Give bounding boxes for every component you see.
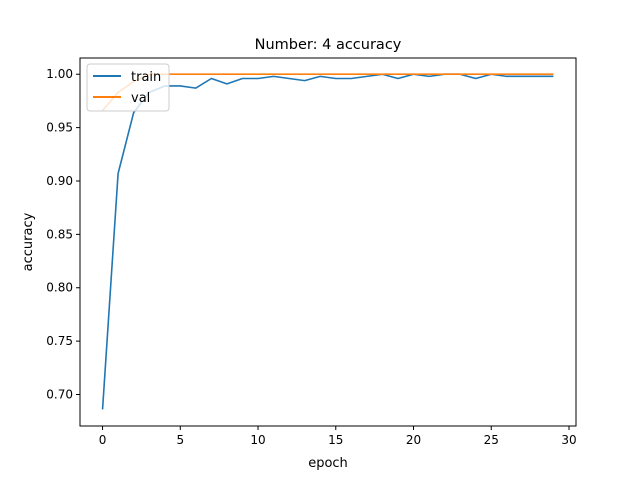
y-tick-label: 0.90	[46, 174, 73, 188]
x-axis-label: epoch	[308, 456, 348, 471]
legend-label-train: train	[131, 70, 161, 85]
x-tick-label: 15	[328, 433, 343, 447]
y-tick-label: 0.70	[46, 388, 73, 402]
legend-label-val: val	[131, 91, 150, 106]
series-layer	[101, 73, 554, 410]
ticks-layer: 0 5 10 15 20 25 30 0.70 0.75 0.80 0.85 0.90 0.95 1.00	[46, 67, 576, 447]
y-tick-label: 0.85	[46, 227, 73, 241]
x-tick-label: 30	[561, 433, 576, 447]
x-tick-label: 25	[484, 433, 499, 447]
plot-frame	[79, 57, 577, 427]
series-line-val	[101, 73, 554, 112]
x-tick-label: 10	[250, 433, 265, 447]
y-tick-label: 0.95	[46, 121, 73, 135]
series-line-train	[101, 73, 554, 410]
y-tick-label: 1.00	[46, 67, 73, 81]
x-tick-label: 20	[406, 433, 421, 447]
x-tick-label: 5	[176, 433, 184, 447]
chart-title: Number: 4 accuracy	[255, 37, 402, 53]
y-tick-label: 0.75	[46, 334, 73, 348]
y-tick-label: 0.80	[46, 281, 73, 295]
x-tick-label: 0	[99, 433, 107, 447]
legend: train val	[86, 63, 170, 112]
y-axis-label: accuracy	[21, 212, 36, 271]
